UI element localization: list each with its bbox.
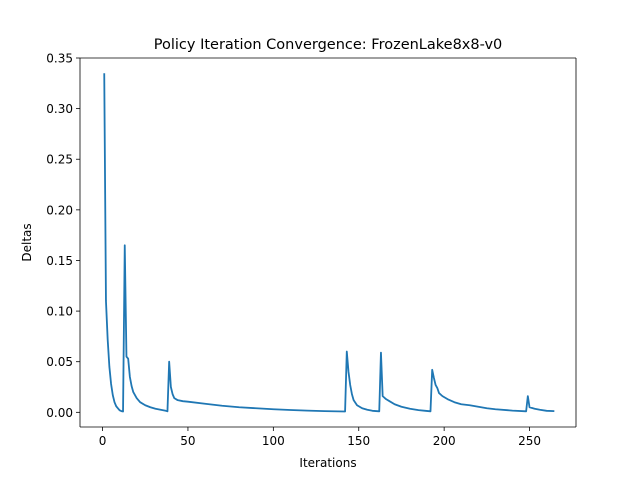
y-tick-label: 0.00 [46, 406, 73, 420]
y-axis-title: Deltas [20, 223, 34, 261]
x-tick-label: 0 [99, 434, 107, 448]
x-axis-ticks: 0 50 100 150 200 250 [99, 427, 541, 448]
y-tick-label: 0.05 [46, 355, 73, 369]
series-line-0 [103, 73, 555, 413]
x-tick-label: 200 [433, 434, 456, 448]
chart-title: Policy Iteration Convergence: FrozenLake… [154, 37, 503, 53]
y-axis-ticks: 0.00 0.05 0.10 0.15 0.20 0.25 0.30 0.35 [46, 52, 80, 420]
y-tick-label: 0.15 [46, 254, 73, 268]
plot-area [80, 58, 576, 427]
axes-frame [79, 57, 577, 428]
x-tick-label: 100 [262, 434, 285, 448]
x-tick-label: 250 [518, 434, 541, 448]
x-axis-title: Iterations [299, 456, 356, 470]
y-tick-label: 0.10 [46, 305, 73, 319]
y-tick-label: 0.35 [46, 52, 73, 66]
series-layer [103, 73, 555, 413]
y-tick-label: 0.25 [46, 153, 73, 167]
x-tick-label: 50 [180, 434, 195, 448]
y-tick-label: 0.30 [46, 102, 73, 116]
x-tick-label: 150 [347, 434, 370, 448]
y-tick-label: 0.20 [46, 203, 73, 217]
